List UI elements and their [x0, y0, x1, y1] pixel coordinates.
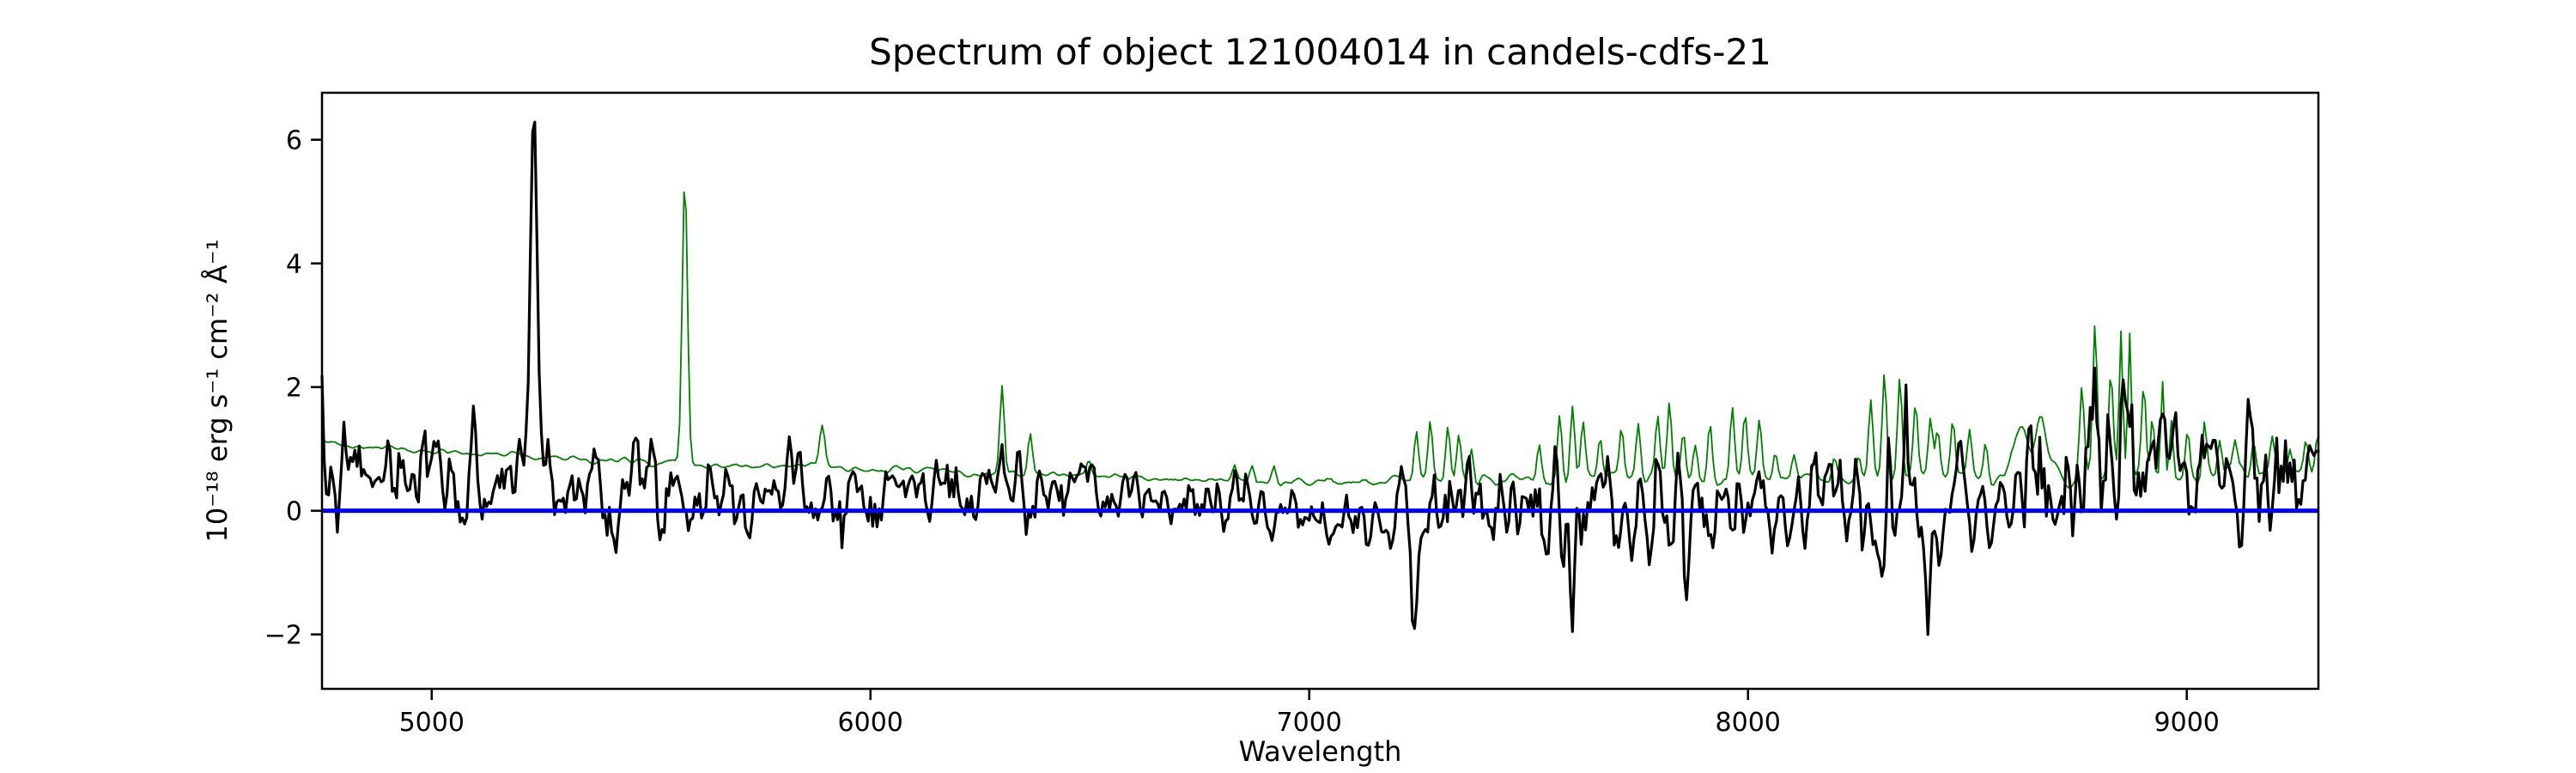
x-tick-label: 5000 — [399, 708, 465, 738]
flux-spectrum-line — [320, 120, 2320, 636]
noise-spectrum-line — [321, 191, 2319, 490]
y-tick-label: 4 — [286, 250, 302, 280]
x-tick-label: 9000 — [2154, 708, 2220, 738]
y-tick-label: 2 — [286, 374, 302, 404]
axes-frame — [320, 91, 2320, 691]
y-tick-label: 6 — [286, 126, 302, 156]
x-tick-label: 7000 — [1277, 708, 1342, 738]
x-tick-label: 8000 — [1716, 708, 1781, 738]
x-tick-label: 6000 — [838, 708, 903, 738]
y-tick-label: −2 — [264, 621, 302, 651]
y-tick-label: 0 — [286, 497, 302, 527]
chart-title: Spectrum of object 121004014 in candels-… — [869, 31, 1771, 73]
x-axis-label: Wavelength — [1238, 735, 1402, 768]
